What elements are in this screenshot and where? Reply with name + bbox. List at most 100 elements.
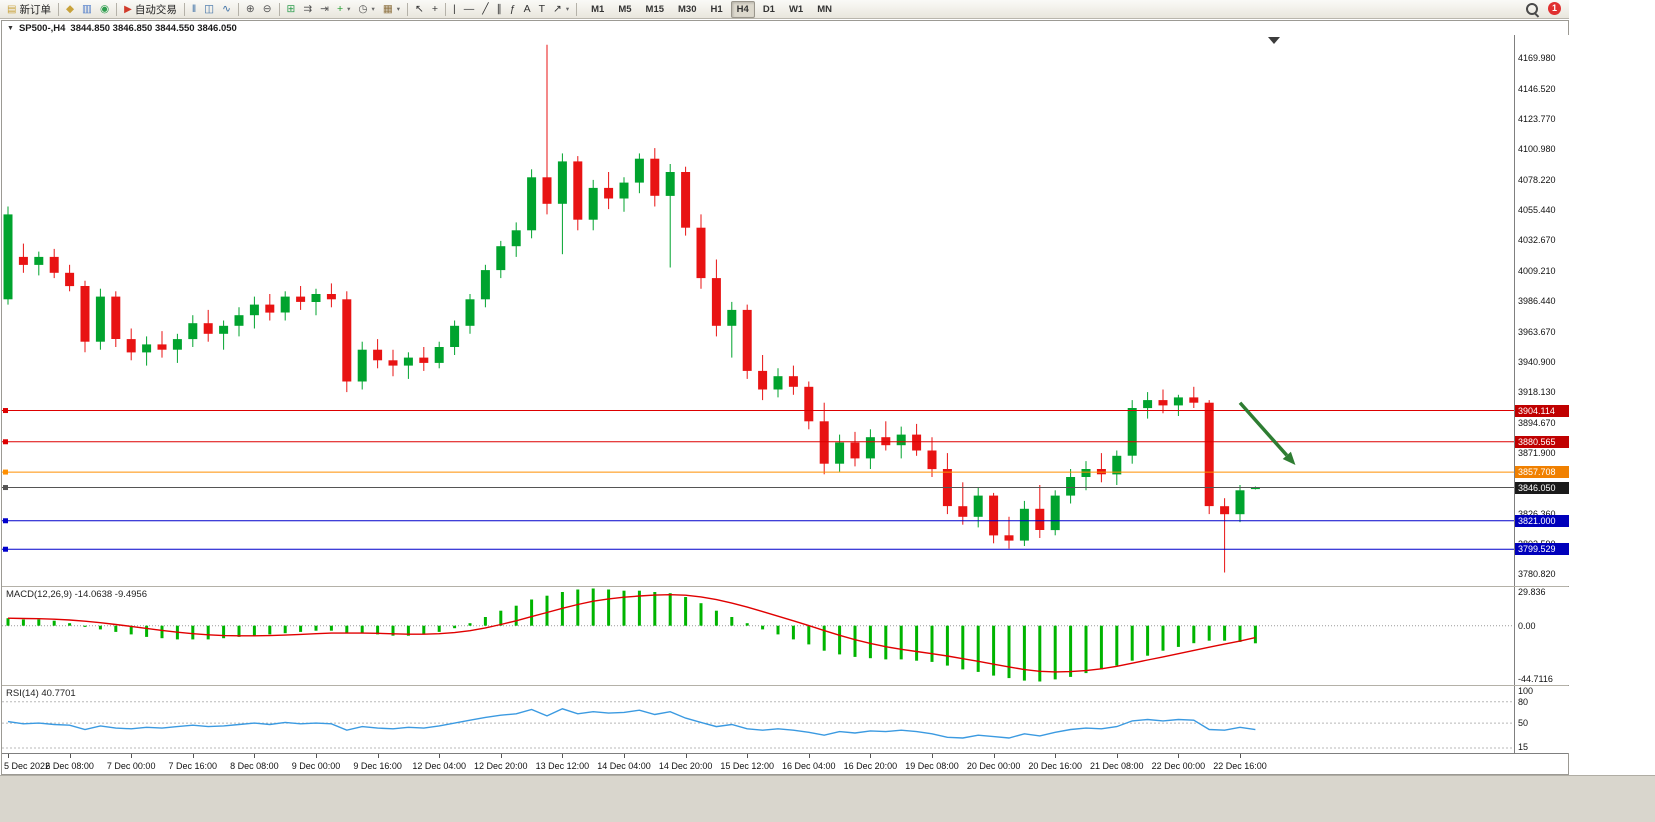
date-label: 22 Dec 00:00 — [1151, 761, 1206, 771]
candlestick-chart[interactable] — [2, 35, 1514, 586]
dropdown-caret-icon[interactable]: ▾ — [565, 6, 570, 13]
alerts-icon[interactable]: ◆ — [65, 3, 75, 15]
rsi-panel[interactable]: RSI(14) 40.7701 100 80 50 15 — [2, 685, 1569, 753]
timeframe-d1-button[interactable]: D1 — [762, 3, 775, 15]
rsi-axis-label: 80 — [1518, 696, 1529, 707]
new-order-label: 新订单 — [19, 3, 51, 16]
price-level-tag: 3904.114 — [1515, 404, 1569, 417]
price-level-tag: 3799.529 — [1515, 543, 1569, 556]
chart-symbol-label: SP500-,H4 — [18, 22, 66, 34]
line-anchor-marker[interactable] — [3, 546, 8, 552]
time-axis-tick — [500, 754, 502, 758]
chart-shift-marker[interactable] — [1268, 37, 1280, 44]
time-axis[interactable]: 5 Dec 2022 6 Dec 08:00 7 Dec 00:00 7 Dec 16… — [2, 753, 1568, 774]
vertical-line-icon[interactable]: | — [452, 3, 456, 15]
cursor-icon[interactable]: ↖ — [415, 3, 424, 15]
toolbar-separator — [407, 2, 408, 16]
tile-windows-icon[interactable]: ⊞ — [286, 3, 296, 15]
date-label: 9 Dec 16:00 — [353, 761, 402, 771]
macd-axis-label: 0.00 — [1518, 620, 1536, 631]
dropdown-caret-icon[interactable]: ▾ — [371, 6, 375, 13]
macd-chart[interactable] — [2, 587, 1514, 685]
chart-shift-icon[interactable]: ⇥ — [320, 3, 329, 15]
time-axis-tick — [69, 754, 71, 758]
autotrading-button[interactable]: ▶ 自动交易 — [120, 1, 181, 18]
zoom-in-icon[interactable]: ⊕ — [245, 3, 255, 15]
line-anchor-marker[interactable] — [3, 518, 8, 524]
line-chart-icon[interactable]: ∿ — [222, 3, 231, 15]
price-axis[interactable]: 4169.980 4146.520 4123.770 4100.980 4078.220… — [1514, 35, 1569, 586]
timeframe-w1-button[interactable]: W1 — [788, 3, 804, 15]
rsi-axis[interactable]: 100 80 50 15 — [1514, 686, 1569, 753]
price-axis-label: 3894.670 — [1518, 418, 1556, 429]
templates-icon[interactable]: ▦ ▾ — [382, 3, 400, 15]
text-label-icon[interactable]: T — [538, 3, 546, 15]
text-icon[interactable]: A — [523, 3, 531, 15]
rsi-axis-label: 50 — [1518, 718, 1529, 729]
rsi-axis-label: 100 — [1518, 686, 1534, 696]
macd-label: MACD(12,26,9) -14.0638 -9.4956 — [6, 589, 147, 600]
time-axis-tick — [993, 754, 995, 758]
rsi-label: RSI(14) 40.7701 — [6, 688, 76, 699]
line-anchor-marker[interactable] — [3, 439, 8, 445]
chart-titlebar: ▼ SP500-,H4 3844.850 3846.850 3844.550 3… — [2, 21, 1568, 35]
time-axis-tick — [131, 754, 133, 758]
macd-signal-line — [7, 593, 1256, 673]
timeframe-m1-button[interactable]: M1 — [591, 3, 605, 15]
channel-icon[interactable]: ∥ — [496, 3, 502, 15]
line-anchor-marker[interactable] — [3, 408, 8, 414]
macd-axis[interactable]: 29.836 0.00 -44.7116 — [1514, 587, 1569, 685]
date-label: 16 Dec 20:00 — [843, 761, 898, 771]
macd-panel[interactable]: MACD(12,26,9) -14.0638 -9.4956 29.836 0.0… — [2, 586, 1569, 685]
timeframe-mn-button[interactable]: MN — [817, 3, 832, 15]
trendline-icon[interactable]: ╱ — [482, 3, 489, 15]
date-label: 13 Dec 12:00 — [535, 761, 590, 771]
periods-icon[interactable]: ◷ ▾ — [358, 3, 375, 15]
price-chart-panel[interactable]: 4169.980 4146.520 4123.770 4100.980 4078.220… — [2, 35, 1569, 586]
dropdown-caret-icon[interactable]: ▾ — [396, 6, 400, 13]
timeframe-m15-button[interactable]: M15 — [645, 3, 665, 15]
timeframe-m30-button[interactable]: M30 — [678, 3, 697, 15]
line-anchor-marker[interactable] — [3, 485, 8, 491]
candlestick-chart-icon[interactable]: ◫ — [204, 3, 215, 15]
chart-menu-icon[interactable]: ▼ — [7, 24, 14, 32]
notifications-badge[interactable]: 1 — [1548, 2, 1561, 15]
time-axis-tick — [870, 754, 872, 758]
trend-arrow-annotation[interactable] — [1238, 401, 1289, 457]
date-label: 12 Dec 20:00 — [474, 761, 528, 771]
timeframe-h4-button[interactable]: H4 — [730, 0, 755, 18]
time-axis-tick — [254, 754, 256, 758]
rsi-chart[interactable] — [2, 686, 1514, 753]
arrows-tool-icon[interactable]: ↗ ▾ — [553, 3, 570, 15]
bar-chart-icon[interactable]: ‖ — [191, 3, 197, 15]
price-axis-label: 4169.980 — [1518, 52, 1556, 63]
new-order-button[interactable]: ▤ 新订单 — [3, 1, 55, 18]
macd-histogram — [6, 588, 1257, 682]
indicators-add-icon[interactable]: + ▾ — [336, 3, 351, 15]
auto-scroll-icon[interactable]: ⇉ — [303, 3, 313, 15]
price-level-tag: 3821.000 — [1515, 514, 1569, 527]
timeframe-m5-button[interactable]: M5 — [618, 3, 632, 15]
market-watch-icon[interactable]: ▥ — [82, 3, 92, 15]
date-label: 14 Dec 04:00 — [597, 761, 651, 771]
horizontal-line-icon[interactable]: — — [463, 3, 475, 15]
dropdown-caret-icon[interactable]: ▾ — [347, 6, 351, 13]
time-axis-tick — [1178, 754, 1180, 758]
zoom-out-icon[interactable]: ⊖ — [262, 3, 272, 15]
macd-axis-label: 29.836 — [1518, 587, 1546, 597]
timeframe-h1-button[interactable]: H1 — [710, 3, 723, 15]
time-axis-tick — [316, 754, 317, 758]
line-anchor-marker[interactable] — [3, 469, 8, 475]
time-axis-tick — [377, 754, 379, 758]
date-label: 19 Dec 08:00 — [905, 761, 959, 771]
fibonacci-icon[interactable]: ƒ — [509, 3, 516, 15]
price-axis-label: 4055.440 — [1518, 204, 1556, 215]
search-icon[interactable] — [1526, 2, 1538, 15]
community-icon[interactable]: ◉ — [99, 3, 110, 15]
price-axis-label: 3963.670 — [1518, 326, 1556, 337]
rsi-axis-label: 15 — [1518, 742, 1529, 752]
price-axis-label: 4146.520 — [1518, 84, 1556, 95]
date-label: 21 Dec 08:00 — [1090, 761, 1144, 771]
time-axis-tick — [562, 754, 564, 758]
crosshair-icon[interactable]: + — [431, 3, 438, 15]
